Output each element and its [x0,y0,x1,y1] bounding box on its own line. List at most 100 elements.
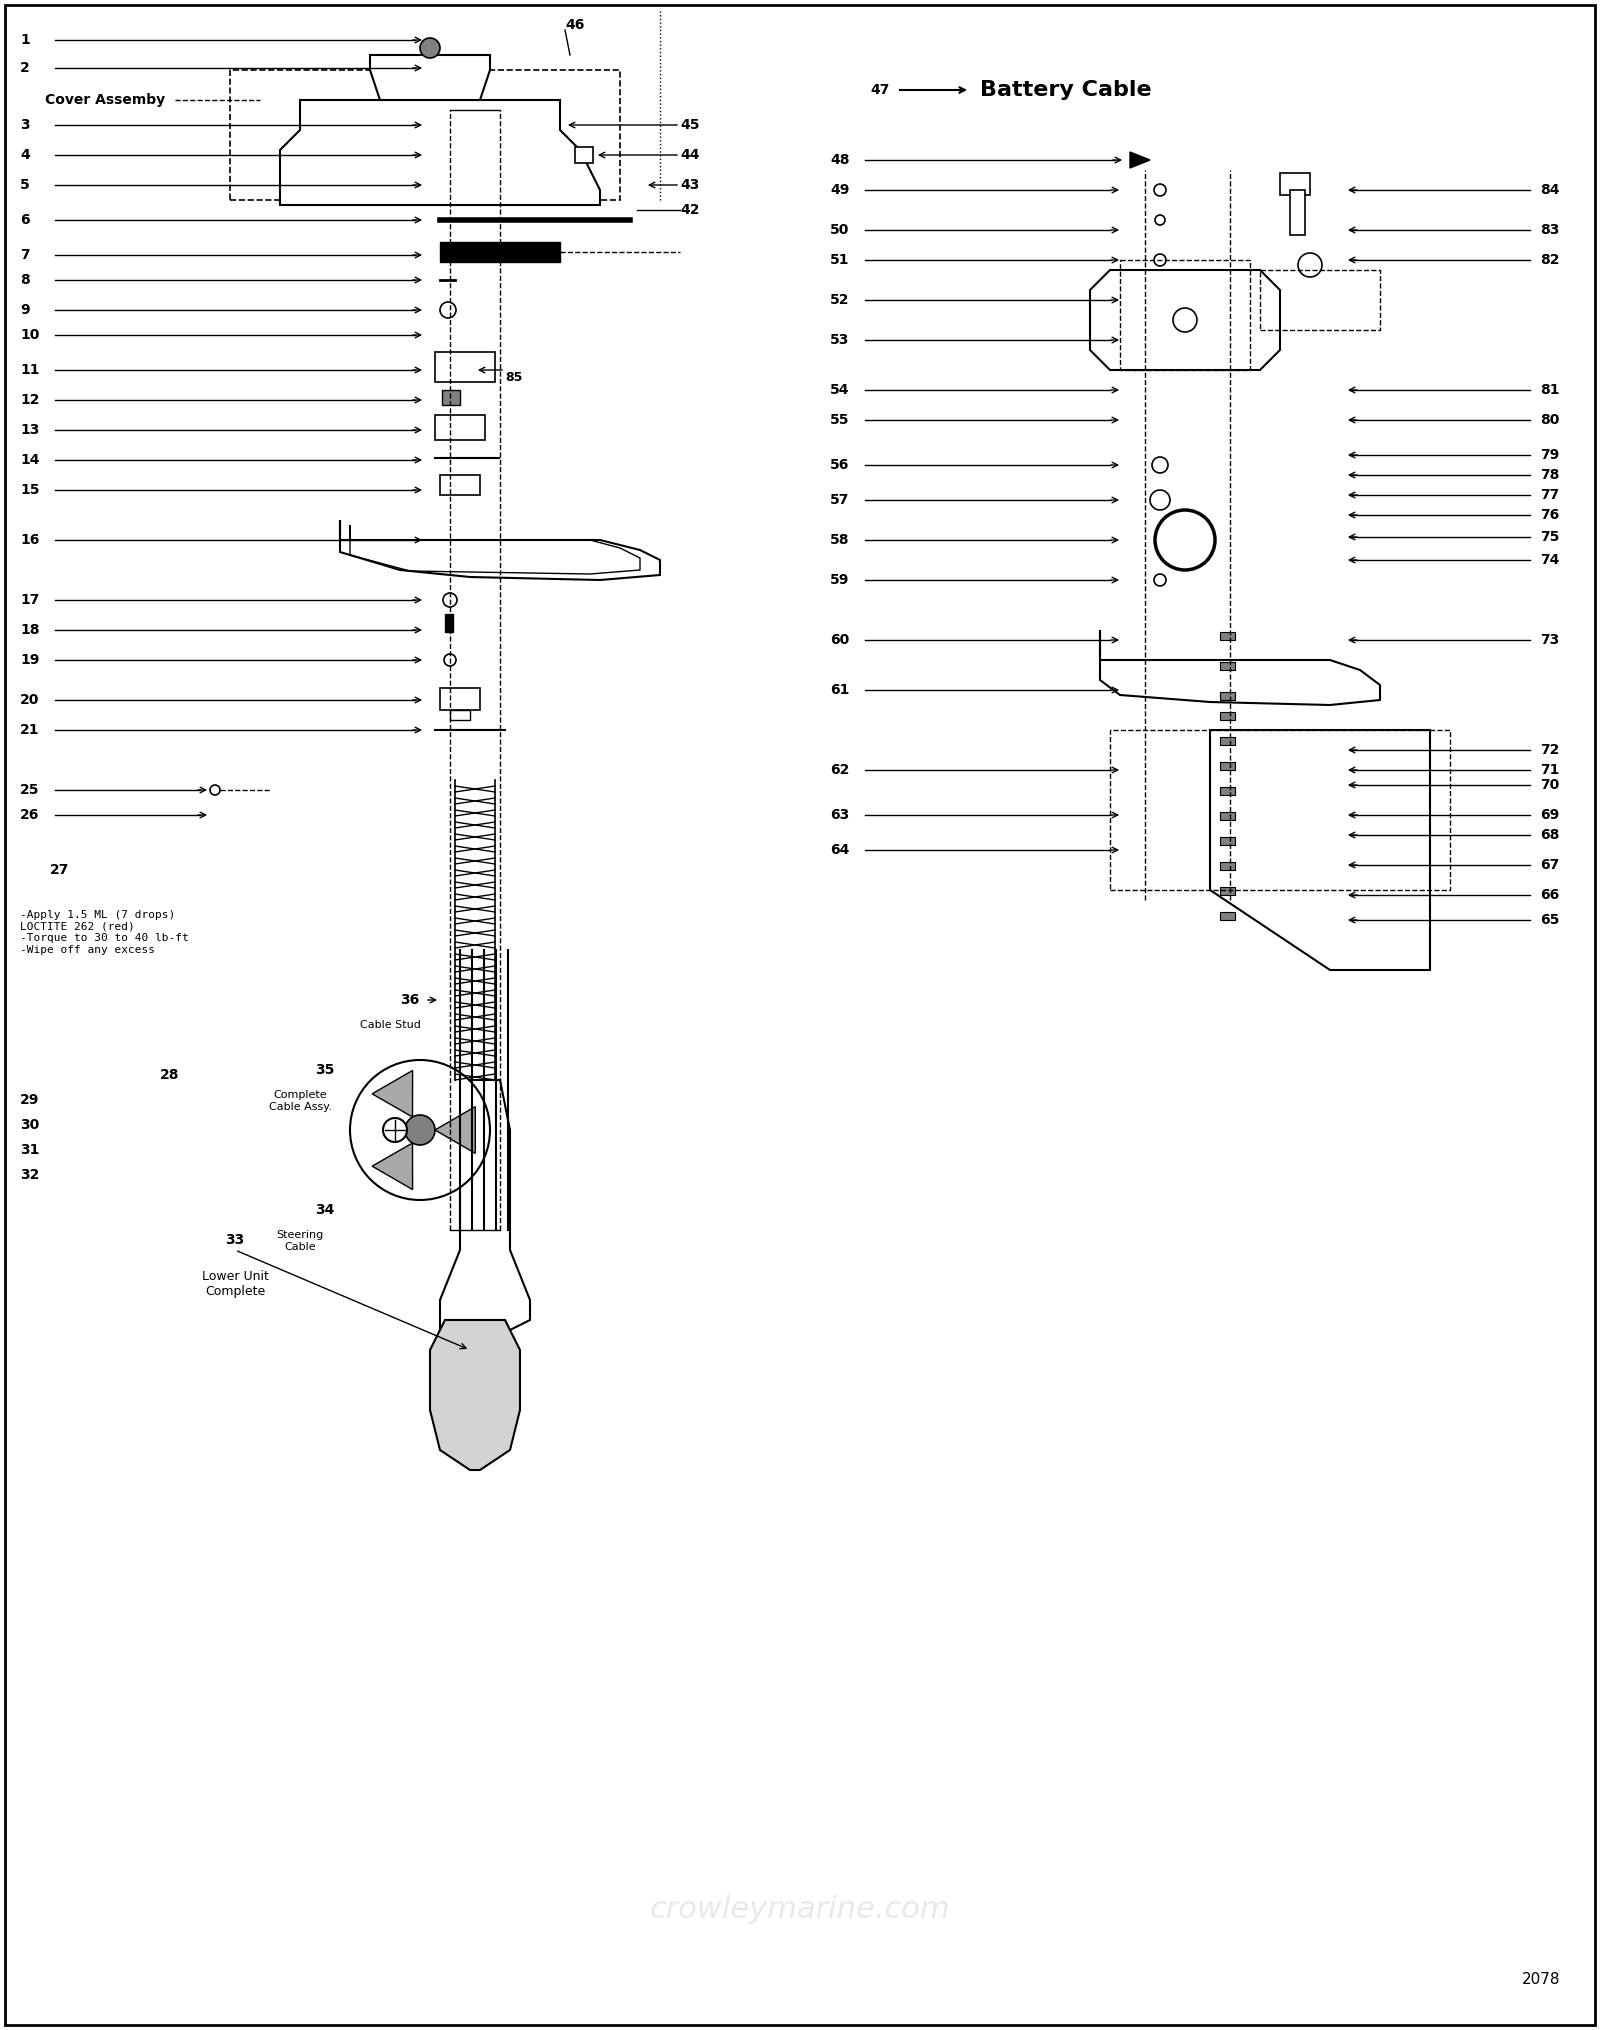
Text: 46: 46 [565,18,584,32]
Text: 60: 60 [830,633,850,648]
Text: 55: 55 [830,412,850,426]
Polygon shape [1101,629,1379,704]
Text: 83: 83 [1539,223,1560,238]
Bar [1221,788,1235,796]
Text: 13: 13 [19,422,40,436]
Text: Cover Assemby: Cover Assemby [45,93,165,108]
Text: 31: 31 [19,1143,40,1157]
Polygon shape [435,1106,475,1153]
Bar [1280,173,1310,195]
Bar [1221,713,1235,721]
Text: 78: 78 [1539,469,1560,481]
Text: 27: 27 [50,863,69,877]
Text: 82: 82 [1539,254,1560,268]
Polygon shape [280,99,600,205]
Circle shape [405,1114,435,1145]
Bar [450,710,470,721]
Text: 63: 63 [830,808,850,822]
Text: Complete
Cable Assy.: Complete Cable Assy. [269,1090,331,1112]
Polygon shape [1090,270,1280,369]
Bar [1221,812,1235,820]
Text: 45: 45 [680,118,699,132]
Text: 43: 43 [680,179,699,193]
Polygon shape [1210,731,1430,970]
Text: 56: 56 [830,459,850,473]
Bar [435,414,485,441]
Text: 20: 20 [19,692,40,706]
Bar [1290,191,1306,235]
Text: 19: 19 [19,654,40,668]
Text: 65: 65 [1539,914,1560,928]
Text: 80: 80 [1539,412,1560,426]
Polygon shape [440,1080,530,1330]
Text: 33: 33 [226,1232,245,1246]
Text: 42: 42 [680,203,699,217]
Bar [1221,863,1235,871]
Text: 14: 14 [19,453,40,467]
Bar [1221,692,1235,700]
Text: 67: 67 [1539,859,1560,873]
Text: 18: 18 [19,623,40,637]
Polygon shape [430,1320,520,1470]
Text: 6: 6 [19,213,30,227]
Text: 1: 1 [19,32,30,47]
Polygon shape [373,1070,413,1116]
Circle shape [1150,489,1170,510]
Text: 2: 2 [19,61,30,75]
Bar [1221,761,1235,769]
Text: 9: 9 [19,302,30,317]
Text: 51: 51 [830,254,850,268]
Text: 47: 47 [870,83,890,97]
Polygon shape [373,1143,413,1190]
Text: 61: 61 [830,682,850,696]
Text: 59: 59 [830,572,850,587]
Text: 5: 5 [19,179,30,193]
Circle shape [350,1060,490,1200]
Bar [1221,887,1235,895]
Text: 28: 28 [160,1068,179,1082]
Text: 48: 48 [830,152,850,166]
Text: 7: 7 [19,248,30,262]
Bar [442,390,461,406]
Text: crowleymarine.com: crowleymarine.com [650,1896,950,1924]
Text: 21: 21 [19,723,40,737]
Text: 25: 25 [19,784,40,798]
Text: 54: 54 [830,384,850,398]
Text: Steering
Cable: Steering Cable [277,1230,323,1253]
Text: Lower Unit
Complete: Lower Unit Complete [202,1271,269,1297]
Bar [1221,631,1235,639]
Text: 34: 34 [315,1204,334,1218]
Bar [440,475,480,495]
Circle shape [1155,215,1165,225]
Text: 4: 4 [19,148,30,162]
Text: 58: 58 [830,534,850,546]
Text: 3: 3 [19,118,30,132]
Text: 29: 29 [19,1092,40,1106]
Text: 2078: 2078 [1522,1973,1560,1987]
Text: 8: 8 [19,272,30,286]
Text: 71: 71 [1539,763,1560,777]
Text: 70: 70 [1539,777,1560,792]
Circle shape [382,1119,406,1143]
Bar [440,688,480,710]
Text: 68: 68 [1539,828,1560,842]
Circle shape [419,39,440,59]
Text: 69: 69 [1539,808,1560,822]
Text: 15: 15 [19,483,40,497]
Circle shape [1154,185,1166,197]
Bar [435,351,494,382]
Circle shape [1298,254,1322,276]
Bar [574,146,594,162]
Text: 79: 79 [1539,449,1560,463]
Text: 85: 85 [506,371,522,384]
Bar [1221,911,1235,920]
Text: 64: 64 [830,842,850,857]
Circle shape [1152,457,1168,473]
Text: 72: 72 [1539,743,1560,757]
Text: 81: 81 [1539,384,1560,398]
Text: 16: 16 [19,534,40,546]
Text: 74: 74 [1539,552,1560,566]
Polygon shape [370,55,490,99]
Text: 50: 50 [830,223,850,238]
Text: 11: 11 [19,363,40,378]
